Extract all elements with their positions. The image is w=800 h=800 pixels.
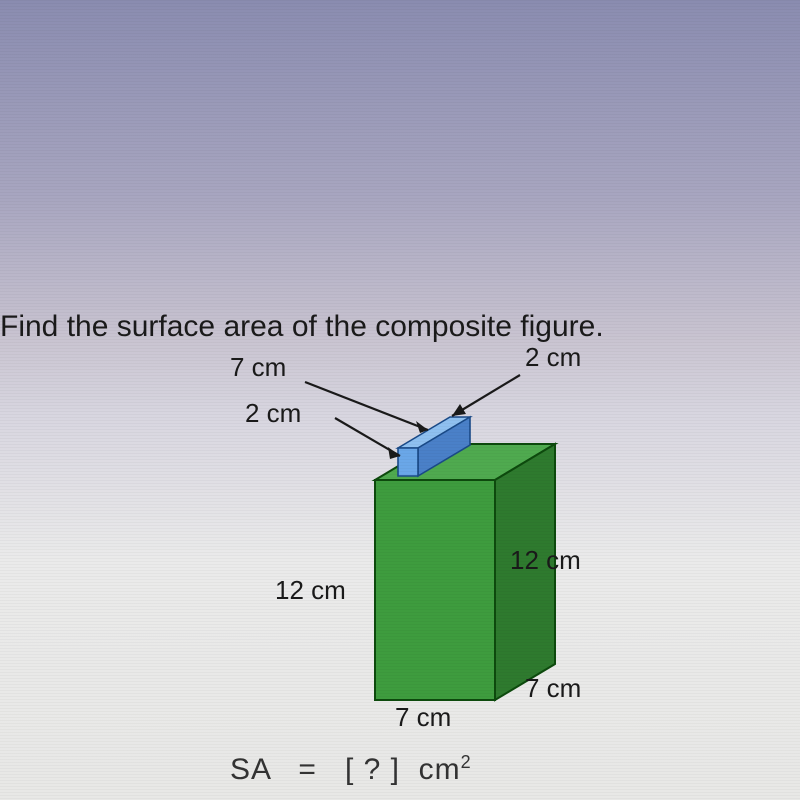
arrow-7cm-top — [305, 382, 428, 430]
answer-unit: cm — [419, 753, 461, 786]
big-prism-front — [375, 480, 495, 700]
label-2cm-right: 2 cm — [525, 342, 581, 373]
answer-line: SA = [ ? ] cm2 — [230, 752, 472, 787]
label-7cm-top: 7 cm — [230, 352, 286, 383]
label-7cm-bot-left: 7 cm — [395, 702, 451, 733]
small-prism-front — [398, 448, 418, 476]
answer-blank[interactable]: [ ? ] — [345, 753, 400, 786]
label-12cm-left: 12 cm — [275, 575, 346, 606]
label-12cm-right: 12 cm — [510, 545, 581, 576]
label-2cm-left: 2 cm — [245, 398, 301, 429]
label-7cm-bot-right: 7 cm — [525, 673, 581, 704]
answer-lhs: SA — [230, 753, 270, 786]
question-text: Find the surface area of the composite f… — [0, 310, 604, 344]
figure-stage: 7 cm 2 cm 2 cm 12 cm 12 cm 7 cm 7 cm — [150, 350, 650, 750]
answer-eq: = — [298, 753, 317, 786]
answer-exp: 2 — [461, 752, 472, 772]
